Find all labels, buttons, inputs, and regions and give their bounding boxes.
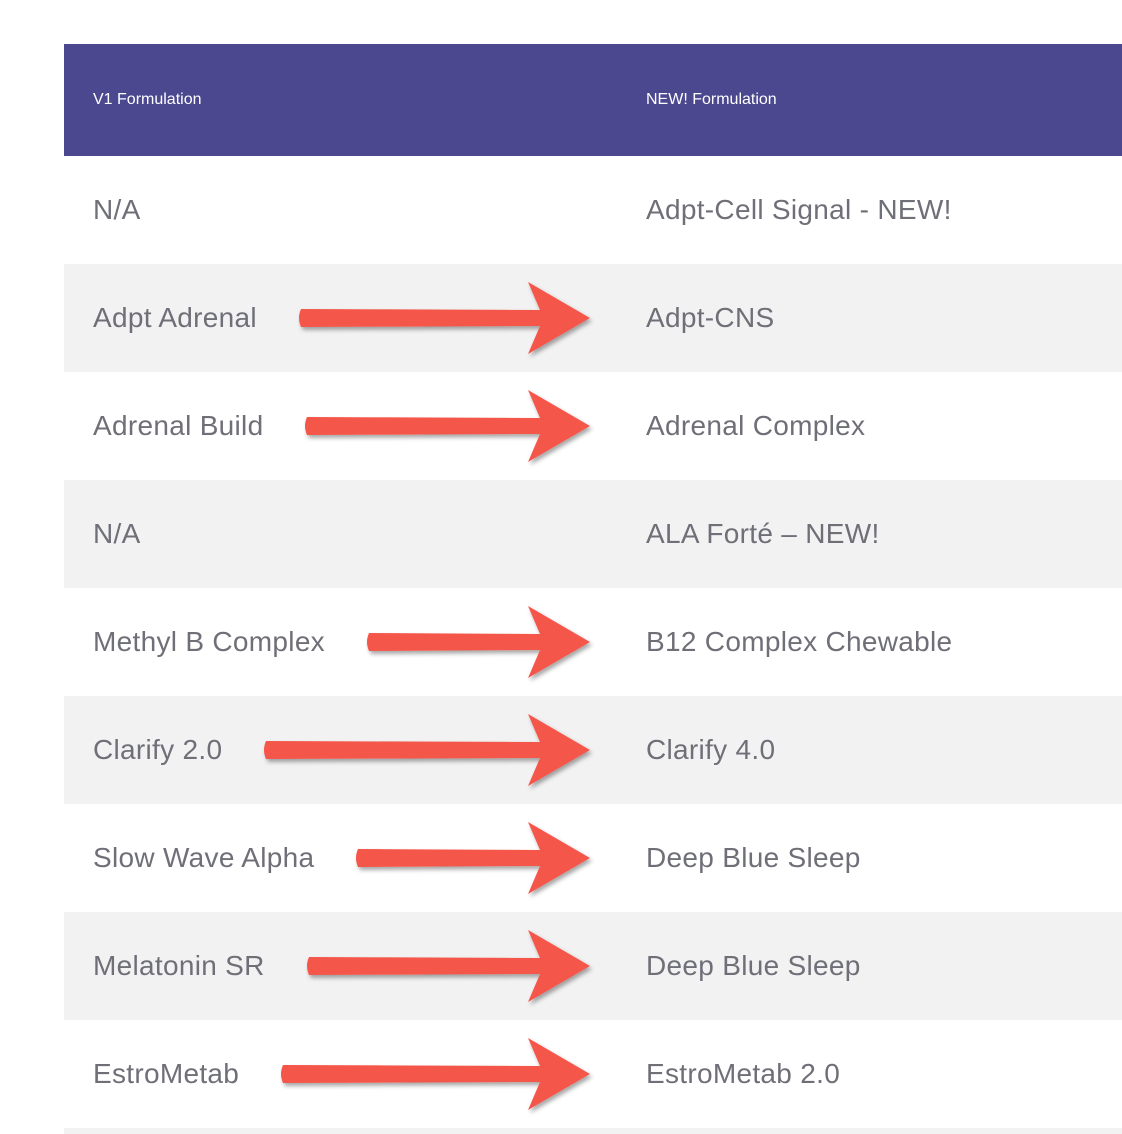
- table-row: Methyl B Complex B12 Complex Chewable: [64, 588, 1122, 696]
- table-row: EstroMetab EstroMetab 2.0: [64, 1020, 1122, 1128]
- right-arrow-shape: [299, 282, 590, 354]
- right-arrow-icon: [262, 712, 592, 788]
- table-row: Slow Wave Alpha Deep Blue Sleep: [64, 804, 1122, 912]
- table-next-row-edge: [64, 1128, 1122, 1134]
- v1-formulation-cell: N/A: [93, 518, 141, 549]
- right-arrow-icon: [305, 390, 590, 462]
- right-arrow-icon: [367, 606, 590, 678]
- right-arrow-icon: [264, 714, 590, 786]
- formulation-comparison-table: V1 Formulation NEW! Formulation N/A Adpt…: [64, 44, 1122, 1134]
- table-row: Clarify 2.0 Clarify 4.0: [64, 696, 1122, 804]
- right-arrow-shape: [367, 606, 590, 678]
- right-arrow-shape: [264, 714, 590, 786]
- right-arrow-icon: [354, 820, 592, 896]
- v1-formulation-cell: N/A: [93, 194, 141, 225]
- right-arrow-icon: [279, 1036, 592, 1112]
- right-arrow-icon: [299, 282, 590, 354]
- v1-formulation-cell: EstroMetab: [93, 1058, 240, 1089]
- v1-formulation-cell: Adpt Adrenal: [93, 302, 257, 333]
- v1-formulation-cell: Slow Wave Alpha: [93, 842, 315, 873]
- right-arrow-icon: [356, 822, 590, 894]
- new-formulation-cell: Deep Blue Sleep: [646, 950, 861, 981]
- right-arrow-shape: [307, 930, 590, 1002]
- new-formulation-cell: Clarify 4.0: [646, 734, 776, 765]
- new-formulation-cell: Adrenal Complex: [646, 410, 866, 441]
- table-row: Adrenal Build Adrenal Complex: [64, 372, 1122, 480]
- v1-formulation-cell: Methyl B Complex: [93, 626, 325, 657]
- right-arrow-shape: [305, 390, 590, 462]
- right-arrow-icon: [307, 930, 590, 1002]
- header-new-formulation: NEW! Formulation: [646, 91, 777, 108]
- right-arrow-icon: [281, 1038, 590, 1110]
- right-arrow-icon: [303, 388, 592, 464]
- new-formulation-cell: Deep Blue Sleep: [646, 842, 861, 873]
- right-arrow-shape: [356, 822, 590, 894]
- right-arrow-icon: [305, 928, 592, 1004]
- v1-formulation-cell: Adrenal Build: [93, 410, 264, 441]
- v1-formulation-cell: Clarify 2.0: [93, 734, 223, 765]
- right-arrow-icon: [297, 280, 592, 356]
- table-row: Adpt Adrenal Adpt-CNS: [64, 264, 1122, 372]
- right-arrow-icon: [365, 604, 592, 680]
- new-formulation-cell: Adpt-CNS: [646, 302, 775, 333]
- new-formulation-cell: Adpt-Cell Signal - NEW!: [646, 194, 952, 225]
- table-row: N/A Adpt-Cell Signal - NEW!: [64, 156, 1122, 264]
- table-row: N/A ALA Forté – NEW!: [64, 480, 1122, 588]
- new-formulation-cell: ALA Forté – NEW!: [646, 518, 880, 549]
- table-header-row: V1 Formulation NEW! Formulation: [64, 44, 1122, 156]
- table-row: Melatonin SR Deep Blue Sleep: [64, 912, 1122, 1020]
- new-formulation-cell: B12 Complex Chewable: [646, 626, 953, 657]
- right-arrow-shape: [281, 1038, 590, 1110]
- new-formulation-cell: EstroMetab 2.0: [646, 1058, 841, 1089]
- header-v1-formulation: V1 Formulation: [93, 91, 202, 108]
- v1-formulation-cell: Melatonin SR: [93, 950, 265, 981]
